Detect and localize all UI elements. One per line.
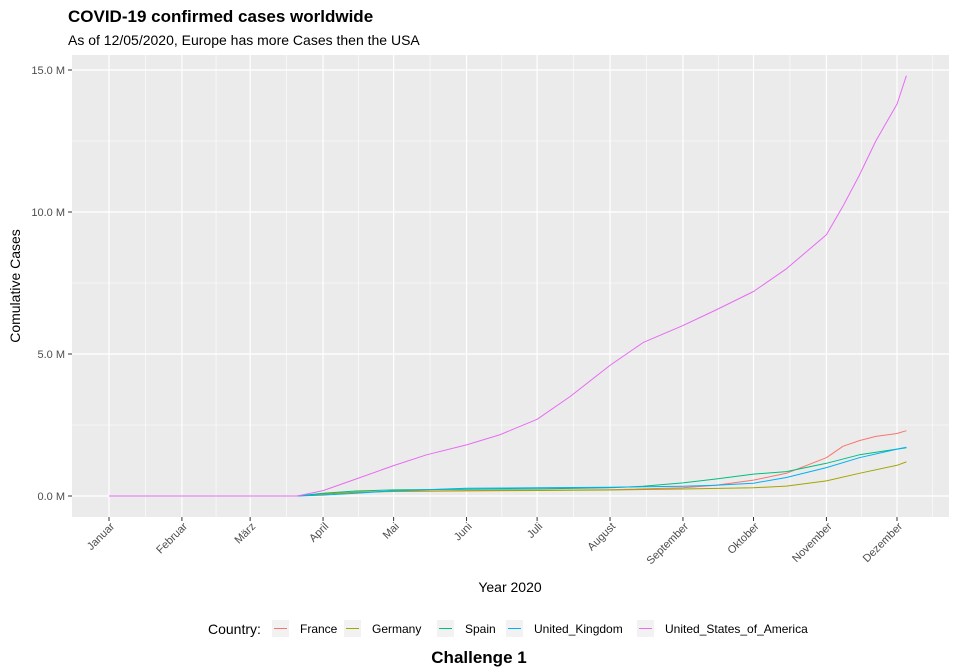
legend-item: United_Kingdom [506,620,623,637]
x-tick-label: März [232,521,258,547]
y-tick-label: 0.0 M [37,491,65,503]
y-axis: 0.0 M 5.0 M 10.0 M 15.0 M [31,65,72,503]
y-axis-title: Comulative Cases [7,229,23,343]
legend-label: United_Kingdom [534,622,623,636]
chart-caption: Challenge 1 [431,648,526,667]
legend: Country: France Germany Spain United_Kingdo… [208,620,808,637]
legend-items: France Germany Spain United_Kingdom United_S… [272,620,808,637]
y-tick-label: 15.0 M [31,65,65,77]
chart-title: COVID-19 confirmed cases worldwide [68,7,373,26]
grid-major [72,55,949,517]
legend-label: United_States_of_America [665,622,808,636]
x-tick-label: September [645,520,692,567]
x-axis: Januar Februar März April Mai Juni Juli August S… [85,517,906,567]
x-tick-label: November [790,520,835,565]
legend-label: Spain [465,622,496,636]
legend-item: Germany [344,620,421,637]
x-tick-label: August [585,521,618,554]
x-tick-label: Mai [381,521,402,542]
legend-item: United_States_of_America [637,620,808,637]
series-line-united-kingdom [109,446,907,497]
chart-subtitle: As of 12/05/2020, Europe has more Cases … [68,32,420,48]
series-line-united-states-of-america [109,75,907,497]
x-tick-label: Oktober [725,520,761,556]
legend-label: France [300,622,338,636]
plot-panel [72,55,949,517]
legend-item: France [272,620,338,637]
legend-title: Country: [208,621,261,637]
series-line-germany [109,461,907,497]
x-axis-title: Year 2020 [478,579,542,595]
x-tick-label: Juli [525,521,545,541]
x-tick-label: April [307,521,331,545]
x-tick-label: Dezember [861,520,906,565]
legend-item: Spain [437,620,496,637]
x-tick-label: Juni [452,521,475,544]
legend-label: Germany [372,622,421,636]
y-tick-label: 10.0 M [31,207,65,219]
y-tick-label: 5.0 M [37,349,65,361]
x-tick-label: Januar [85,520,118,553]
x-tick-label: Februar [154,520,190,556]
series-lines [109,75,907,497]
